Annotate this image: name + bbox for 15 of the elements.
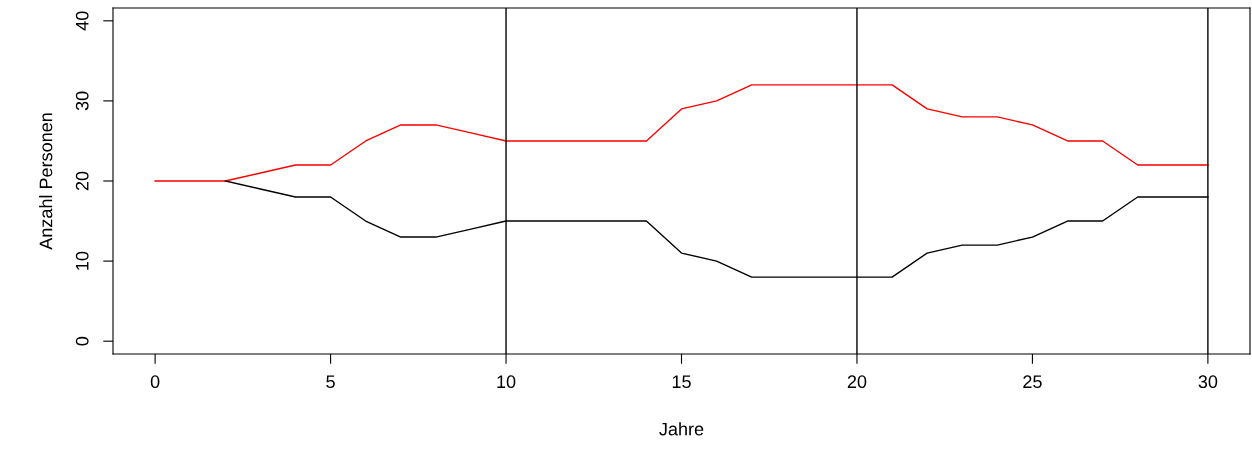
x-axis-title: Jahre [659,422,704,436]
x-tick-label: 10 [497,375,516,389]
line-series [154,84,1209,182]
y-axis-title: Anzahl Personen [39,113,53,250]
x-tick-label: 0 [150,375,160,389]
x-tick-label: 25 [1023,375,1042,389]
y-tick-label: 20 [75,171,89,191]
y-tick-label: 40 [75,11,89,31]
y-tick-label: 10 [75,251,89,270]
y-tick-label: 0 [75,336,89,346]
x-tick-label: 15 [672,375,691,389]
x-tick-label: 5 [326,375,335,389]
x-tick-label: 20 [847,375,867,389]
y-tick-label: 30 [75,91,89,111]
x-tick-label: 30 [1198,375,1218,389]
